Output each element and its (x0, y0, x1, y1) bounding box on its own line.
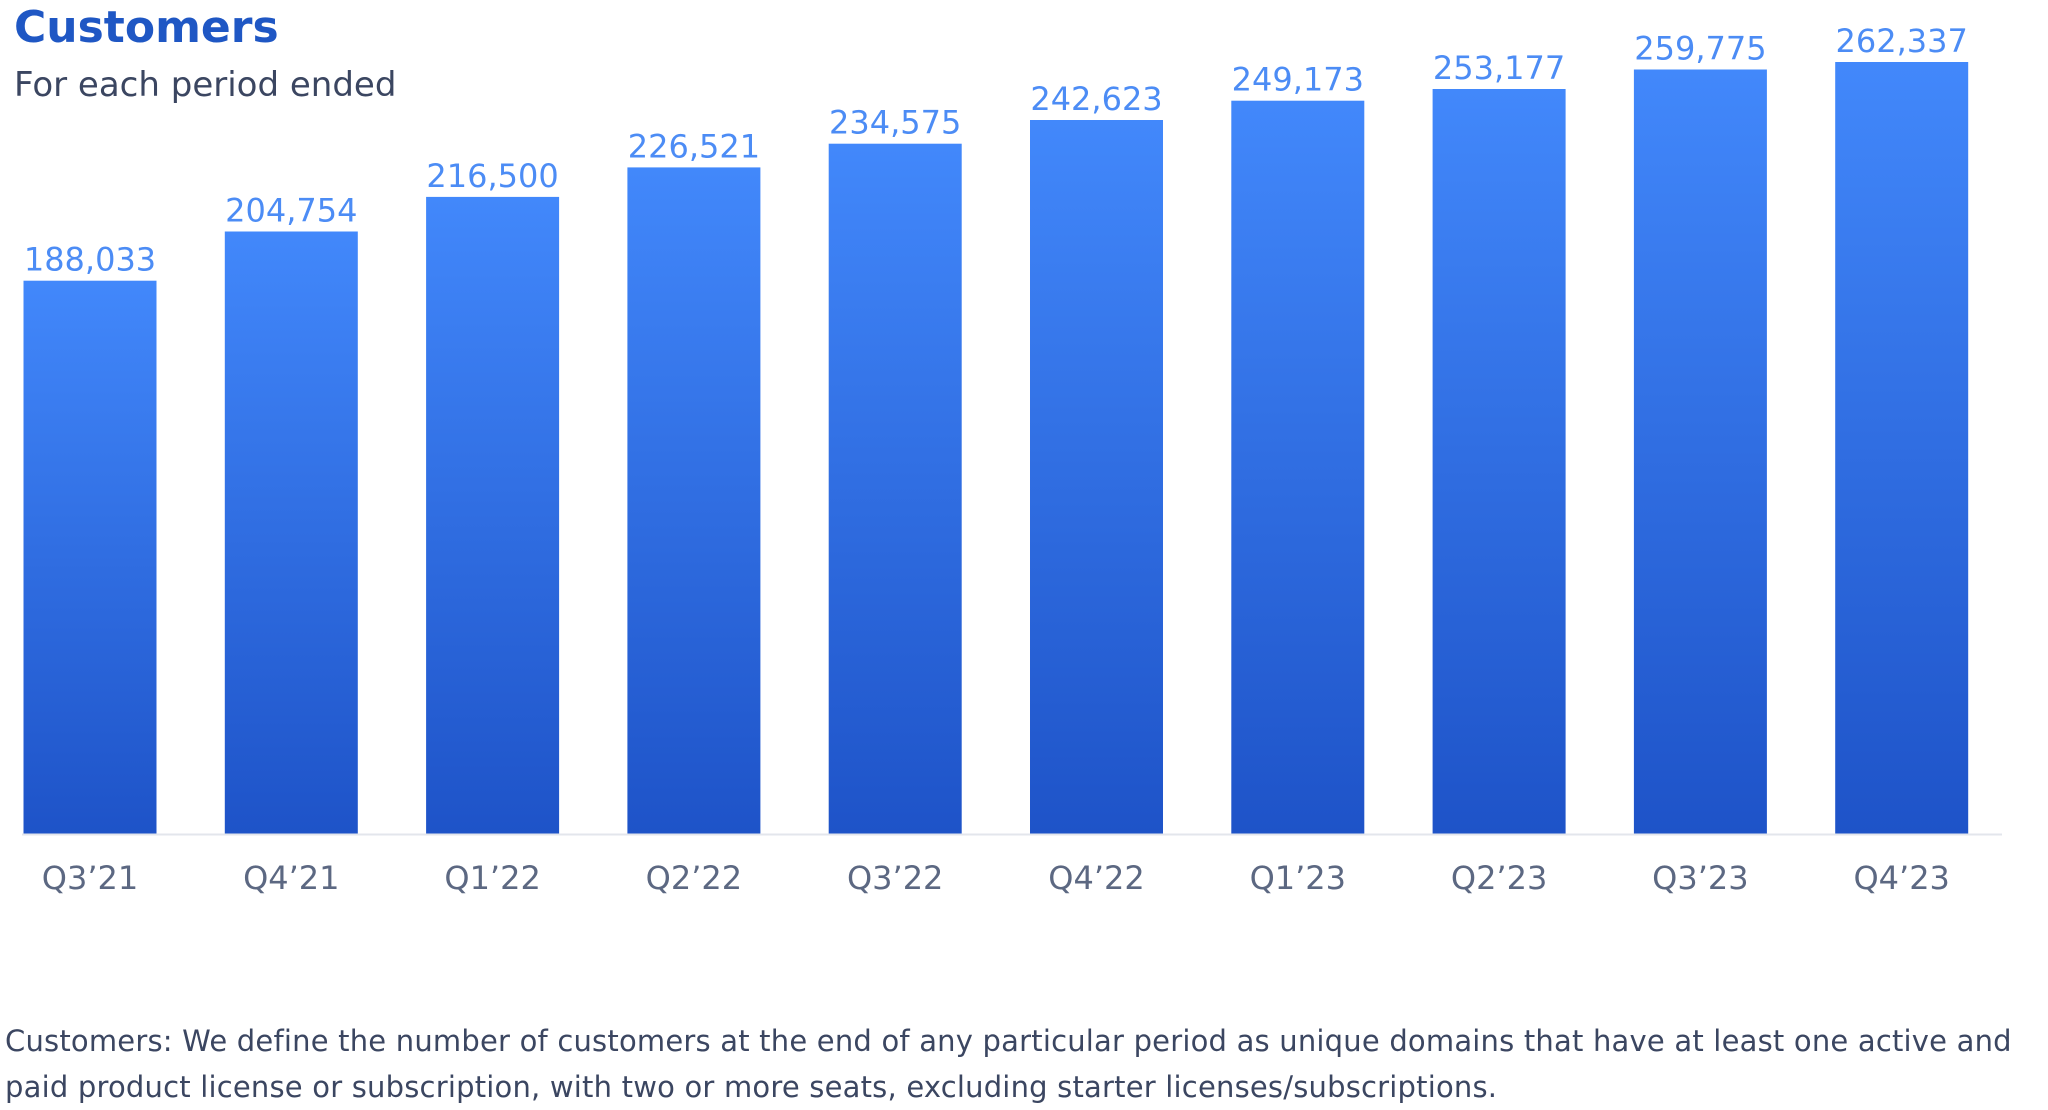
bar-5 (1030, 120, 1163, 834)
labels-layer: 188,033 Q3’21 204,754 Q4’21 216,500 Q1’22 226,… (24, 22, 1968, 897)
bar-1 (224, 231, 358, 834)
category-label-3: Q2’22 (646, 859, 742, 897)
footnote: Customers: We define the number of custo… (5, 1024, 2012, 1104)
category-label-1: Q4’21 (243, 859, 339, 897)
bar-value-label-6: 249,173 (1232, 61, 1364, 99)
bar-value-label-0: 188,033 (24, 241, 156, 279)
bar-value-label-7: 253,177 (1433, 49, 1565, 87)
category-label-0: Q3’21 (42, 859, 138, 897)
bar-value-label-3: 226,521 (628, 127, 760, 165)
bar-value-label-1: 204,754 (225, 192, 357, 230)
bars-layer (23, 62, 1969, 834)
bar-value-label-5: 242,623 (1030, 80, 1162, 118)
bar-7 (1432, 89, 1566, 834)
chart-title: Customers (14, 2, 279, 53)
chart-subtitle: For each period ended (14, 65, 397, 105)
bar-3 (627, 167, 761, 834)
bar-chart: 188,033 Q3’21 204,754 Q4’21 216,500 Q1’22 226,… (22, 22, 2002, 897)
bar-4 (828, 143, 962, 834)
bar-0 (23, 280, 157, 834)
category-label-9: Q4’23 (1853, 859, 1949, 897)
category-label-2: Q1’22 (444, 859, 540, 897)
category-label-4: Q3’22 (847, 859, 943, 897)
bar-9 (1835, 62, 1969, 834)
category-label-7: Q2’23 (1451, 859, 1547, 897)
bar-6 (1231, 100, 1365, 834)
category-label-5: Q4’22 (1048, 859, 1144, 897)
bar-value-label-8: 259,775 (1634, 30, 1766, 68)
bar-value-label-4: 234,575 (829, 104, 961, 142)
category-label-8: Q3’23 (1652, 859, 1748, 897)
bar-8 (1633, 69, 1767, 834)
bar-value-label-2: 216,500 (426, 157, 558, 195)
category-label-6: Q1’23 (1250, 859, 1346, 897)
bar-value-label-9: 262,337 (1836, 22, 1968, 60)
bar-2 (426, 196, 560, 834)
